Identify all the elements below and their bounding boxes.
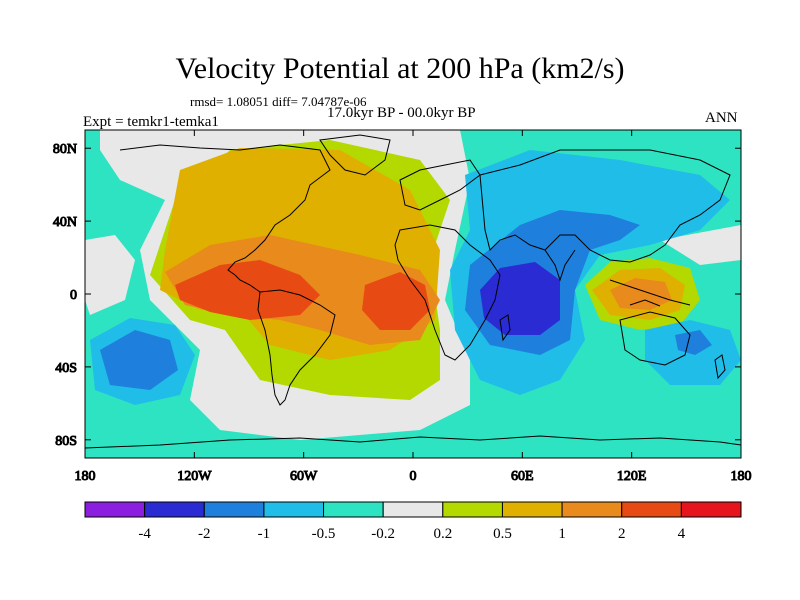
colorbar-swatch (84, 501, 146, 518)
field-positive-4-west (175, 260, 320, 320)
colorbar-swatch (263, 501, 325, 518)
colorbar-swatch (561, 501, 623, 518)
colorbar-label: 4 (678, 526, 686, 542)
velocity-potential-field (85, 130, 741, 458)
colorbar-label: 1 (558, 526, 566, 542)
lon-label: 60W (290, 469, 318, 484)
coastlines (85, 134, 741, 449)
coastline-asia (479, 149, 731, 263)
coastline-europe (399, 159, 481, 211)
field-positive-4-east (362, 272, 430, 330)
colorbar-swatch (144, 501, 205, 518)
colorbar-swatch (323, 501, 384, 518)
experiment-label: Expt = temkr1-temka1 (83, 114, 219, 130)
colorbar-swatch (382, 501, 444, 518)
lat-label: 40S (55, 361, 77, 376)
colorbar-label: -4 (138, 526, 151, 542)
colorbar-swatch (442, 501, 503, 518)
colorbar-label: 2 (618, 526, 626, 542)
colorbar-swatch (621, 501, 682, 518)
season-label: ANN (705, 110, 738, 126)
coastline-north-america (119, 144, 331, 293)
colorbar-label: 0.2 (433, 526, 452, 542)
coastline-south-america (257, 289, 336, 406)
lat-label: 80S (55, 434, 77, 449)
lon-label: 120E (617, 469, 647, 484)
colorbar-swatch (203, 501, 265, 518)
figure-title: Velocity Potential at 200 hPa (km2/s) (175, 52, 625, 85)
field-positive-mc-2 (610, 278, 672, 310)
stats-text: rmsd= 1.08051 diff= 7.04787e-06 (190, 94, 367, 109)
coastline-australia (619, 311, 691, 366)
lat-label: 40N (53, 215, 77, 230)
field-neutral-west (85, 235, 135, 315)
colorbar-label: -0.5 (312, 526, 336, 542)
colorbar-label: -0.2 (371, 526, 395, 542)
longitude-axis: 180 120W 60W 0 60E 120E 180 (74, 130, 752, 485)
lon-label: 180 (731, 469, 752, 484)
coastline-greenland (319, 134, 391, 176)
colorbar-label: 0.5 (493, 526, 512, 542)
field-negative-sw-1 (100, 330, 178, 390)
field-neutral-ne (660, 225, 741, 265)
latitude-axis: 80N 40N 0 40S 80S (52, 142, 741, 449)
colorbar-swatch (680, 501, 742, 518)
coastline-antarctica (85, 435, 741, 449)
field-negative-2 (480, 262, 560, 335)
coastline-maritime-continent (609, 279, 691, 307)
coastline-new-zealand (714, 354, 726, 380)
lon-label: 180 (75, 469, 96, 484)
colorbar-swatch (501, 501, 563, 518)
coastline-india (544, 249, 576, 282)
coastline-africa (394, 224, 501, 361)
lat-label: 0 (70, 288, 77, 303)
period-text: 17.0kyr BP - 00.0kyr BP (327, 105, 476, 121)
coastline-madagascar (499, 314, 511, 342)
colorbar-label: -2 (198, 526, 211, 542)
lat-label: 80N (53, 142, 77, 157)
lon-label: 120W (177, 469, 212, 484)
colorbar-label: -1 (258, 526, 271, 542)
lon-label: 60E (511, 469, 534, 484)
field-negative-se-1 (675, 330, 712, 355)
colorbar: -4 -2 -1 -0.5 -0.2 0.2 0.5 1 2 4 (84, 501, 742, 542)
lon-label: 0 (410, 469, 417, 484)
